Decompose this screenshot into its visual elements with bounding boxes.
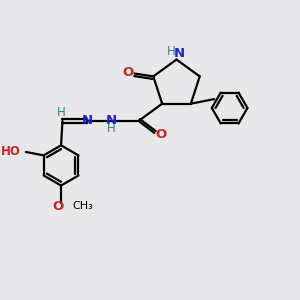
Text: H: H [107,122,116,136]
Text: N: N [81,114,92,128]
Text: O: O [123,66,134,79]
Text: CH₃: CH₃ [72,201,93,211]
Text: O: O [155,128,166,141]
Text: H: H [57,106,65,119]
Text: N: N [106,114,117,128]
Text: N: N [174,47,185,60]
Text: H: H [167,45,176,58]
Text: HO: HO [1,146,21,158]
Text: O: O [52,200,63,213]
